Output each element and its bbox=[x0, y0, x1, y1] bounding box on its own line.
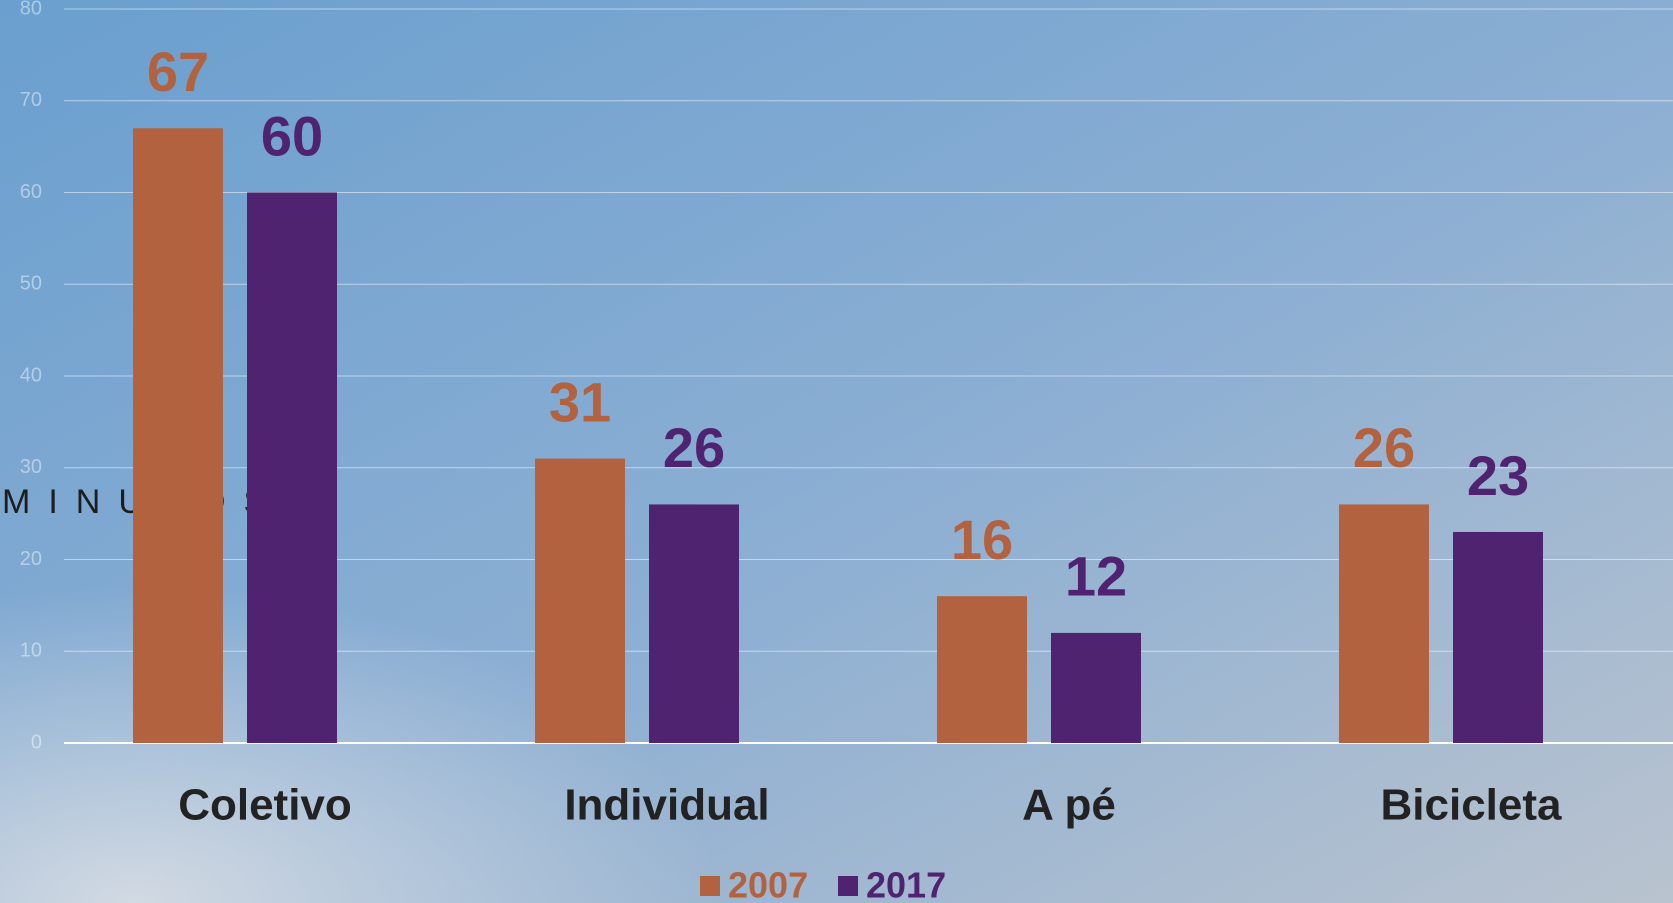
legend-swatch bbox=[838, 876, 858, 896]
data-label: 31 bbox=[549, 370, 611, 433]
page: MINUTOS 01020304050607080Coletivo6760Ind… bbox=[0, 0, 1673, 903]
y-tick-label: 50 bbox=[20, 273, 42, 295]
y-tick-label: 40 bbox=[20, 364, 42, 386]
chart: MINUTOS 01020304050607080Coletivo6760Ind… bbox=[0, 0, 1673, 903]
legend-label: 2007 bbox=[728, 865, 808, 903]
bar bbox=[937, 596, 1027, 743]
y-tick-label: 80 bbox=[20, 0, 42, 19]
y-tick-label: 0 bbox=[31, 731, 42, 753]
x-tick-label: Coletivo bbox=[178, 781, 352, 830]
data-label: 60 bbox=[261, 104, 323, 167]
x-tick-label: A pé bbox=[1022, 781, 1116, 830]
y-tick-label: 70 bbox=[20, 89, 42, 111]
bar bbox=[133, 128, 223, 743]
y-tick-label: 60 bbox=[20, 181, 42, 203]
bar bbox=[247, 193, 337, 744]
data-label: 16 bbox=[951, 508, 1013, 571]
x-tick-label: Individual bbox=[564, 781, 769, 830]
bar bbox=[1339, 504, 1429, 743]
data-label: 67 bbox=[147, 40, 209, 103]
y-tick-label: 30 bbox=[20, 456, 42, 478]
data-label: 12 bbox=[1065, 545, 1127, 608]
bar bbox=[1051, 633, 1141, 743]
bar bbox=[649, 504, 739, 743]
data-label: 26 bbox=[1353, 416, 1415, 479]
data-label: 26 bbox=[663, 416, 725, 479]
legend-swatch bbox=[700, 876, 720, 896]
data-label: 23 bbox=[1467, 444, 1529, 507]
y-tick-label: 20 bbox=[20, 548, 42, 570]
bar bbox=[1453, 532, 1543, 743]
legend-label: 2017 bbox=[866, 865, 946, 903]
bar bbox=[535, 459, 625, 743]
y-tick-label: 10 bbox=[20, 640, 42, 662]
x-tick-label: Bicicleta bbox=[1381, 781, 1563, 830]
